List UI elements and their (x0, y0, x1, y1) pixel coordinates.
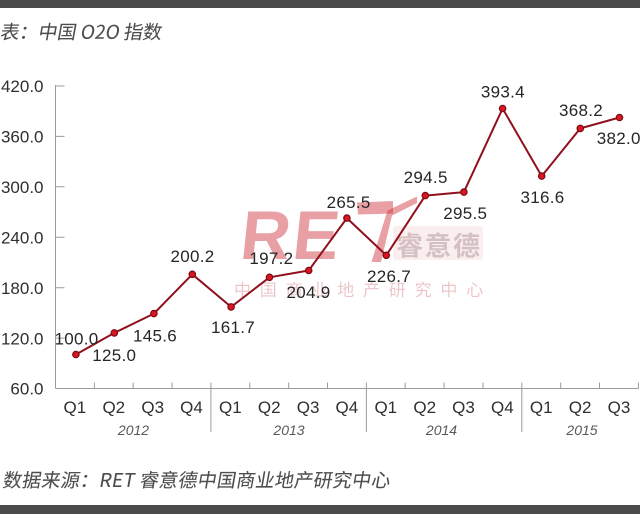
svg-text:204.9: 204.9 (286, 283, 330, 302)
svg-text:Q2: Q2 (258, 398, 281, 417)
svg-text:295.5: 295.5 (443, 204, 487, 223)
svg-text:145.6: 145.6 (133, 326, 177, 345)
svg-text:200.2: 200.2 (170, 247, 214, 266)
svg-text:Q4: Q4 (180, 398, 203, 417)
svg-text:180.0: 180.0 (1, 279, 44, 298)
svg-text:Q1: Q1 (530, 398, 553, 417)
svg-text:Q3: Q3 (297, 398, 320, 417)
svg-text:125.0: 125.0 (92, 346, 136, 365)
svg-text:Q1: Q1 (219, 398, 242, 417)
svg-text:Q1: Q1 (64, 398, 87, 417)
svg-text:Q3: Q3 (608, 398, 631, 417)
svg-text:Q1: Q1 (374, 398, 397, 417)
svg-text:226.7: 226.7 (367, 267, 411, 286)
svg-text:161.7: 161.7 (211, 318, 255, 337)
svg-text:265.5: 265.5 (327, 193, 371, 212)
svg-text:60.0: 60.0 (10, 380, 43, 399)
svg-text:Q3: Q3 (452, 398, 475, 417)
svg-text:300.0: 300.0 (1, 178, 44, 197)
svg-text:Q3: Q3 (141, 398, 164, 417)
svg-text:360.0: 360.0 (1, 128, 44, 147)
svg-text:2015: 2015 (565, 422, 597, 438)
svg-text:420.0: 420.0 (1, 77, 44, 96)
svg-text:382.0: 382.0 (597, 129, 640, 148)
svg-text:RE: RE (237, 196, 346, 274)
svg-text:Q2: Q2 (102, 398, 125, 417)
svg-text:2014: 2014 (425, 422, 457, 438)
svg-text:100.0: 100.0 (54, 329, 98, 348)
svg-text:2013: 2013 (272, 422, 304, 438)
svg-text:Q4: Q4 (491, 398, 514, 417)
svg-text:294.5: 294.5 (404, 168, 448, 187)
svg-text:2012: 2012 (117, 422, 149, 438)
svg-text:Q4: Q4 (336, 398, 359, 417)
svg-text:368.2: 368.2 (559, 101, 603, 120)
svg-text:197.2: 197.2 (249, 249, 293, 268)
svg-text:Q2: Q2 (569, 398, 592, 417)
svg-text:Q2: Q2 (413, 398, 436, 417)
svg-text:393.4: 393.4 (481, 82, 525, 101)
svg-text:240.0: 240.0 (1, 228, 44, 247)
svg-text:120.0: 120.0 (1, 329, 44, 348)
svg-text:316.6: 316.6 (520, 188, 564, 207)
